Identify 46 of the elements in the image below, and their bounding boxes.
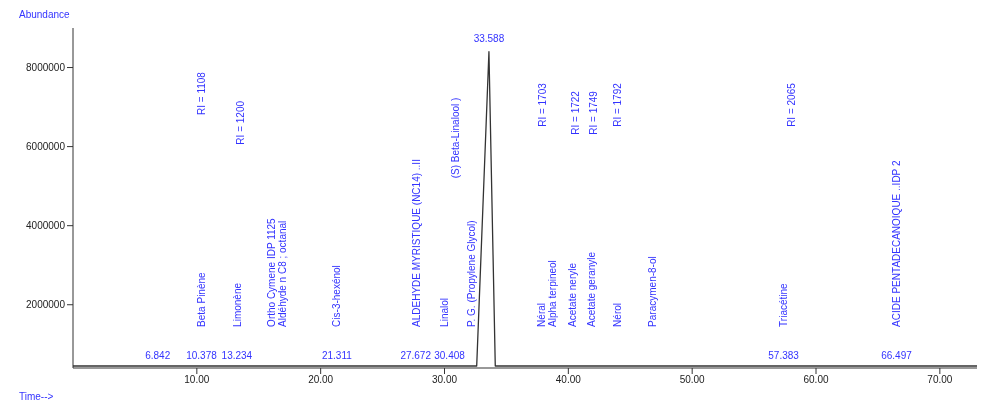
annotation: RI = 1722 — [570, 90, 582, 135]
annotation: Triacétine — [778, 282, 790, 327]
x-axis-title: Time--> — [19, 391, 54, 402]
annotation: RI = 1792 — [612, 82, 624, 127]
x-tick-label: 50.00 — [679, 374, 706, 386]
annotation: Aldéhyde n C8 ; octanal — [276, 220, 288, 327]
annotation: 66.497 — [881, 349, 913, 361]
annotation: 27.672 — [400, 349, 432, 361]
annotation: 6.842 — [145, 349, 171, 361]
annotation: Ortho Cymene IDP 1125 — [265, 217, 277, 327]
x-tick-label: 20.00 — [308, 374, 334, 386]
annotation: (S) Beta-Linalool ) — [450, 97, 462, 179]
annotation: 57.383 — [768, 349, 800, 361]
annotation: RI = 1108 — [196, 71, 208, 115]
annotation: Acetate geranyle — [586, 251, 598, 327]
annotation: Alpha terpineol — [546, 260, 558, 327]
annotation: 13.234 — [221, 349, 253, 361]
annotation: Nérol — [612, 302, 624, 327]
x-tick-label: 60.00 — [803, 374, 829, 386]
annotation: 30.408 — [434, 349, 466, 361]
annotation: Beta Pinène — [196, 271, 208, 327]
annotation: Acetate neryle — [566, 262, 578, 327]
annotation: RI = 1703 — [536, 82, 548, 127]
x-tick-label: 10.00 — [184, 374, 210, 386]
annotation: Limonène — [232, 282, 244, 327]
y-tick-label: 4000000 — [26, 220, 66, 232]
annotation: Cis-3-hexénol — [331, 265, 343, 327]
annotation: 21.311 — [321, 349, 353, 361]
annotation: Linalol — [439, 297, 451, 327]
x-tick-label: 40.00 — [555, 374, 582, 386]
annotation: P. G. (Propylene Glycol) — [466, 220, 478, 327]
annotation: Néral — [535, 302, 547, 327]
x-tick-label: 30.00 — [431, 374, 458, 386]
annotation: 10.378 — [186, 349, 218, 361]
annotation: Paracymen-8-ol — [647, 256, 659, 327]
x-tick-label: 70.00 — [927, 374, 953, 386]
y-tick-label: 6000000 — [26, 141, 66, 153]
annotation: 33.588 — [473, 32, 505, 44]
annotation: RI = 2065 — [785, 82, 797, 127]
annotation: ALDEHYDE MYRISTIQUE (NC14) ..II — [410, 159, 422, 327]
y-axis-title: Abundance — [19, 9, 71, 21]
annotation: RI = 1200 — [234, 100, 246, 145]
annotation: RI = 1749 — [587, 90, 599, 135]
annotation: ACIDE PENTADECANOIQUE ..IDP 2 — [891, 160, 903, 327]
y-tick-label: 2000000 — [26, 299, 66, 311]
y-tick-label: 8000000 — [26, 62, 66, 74]
